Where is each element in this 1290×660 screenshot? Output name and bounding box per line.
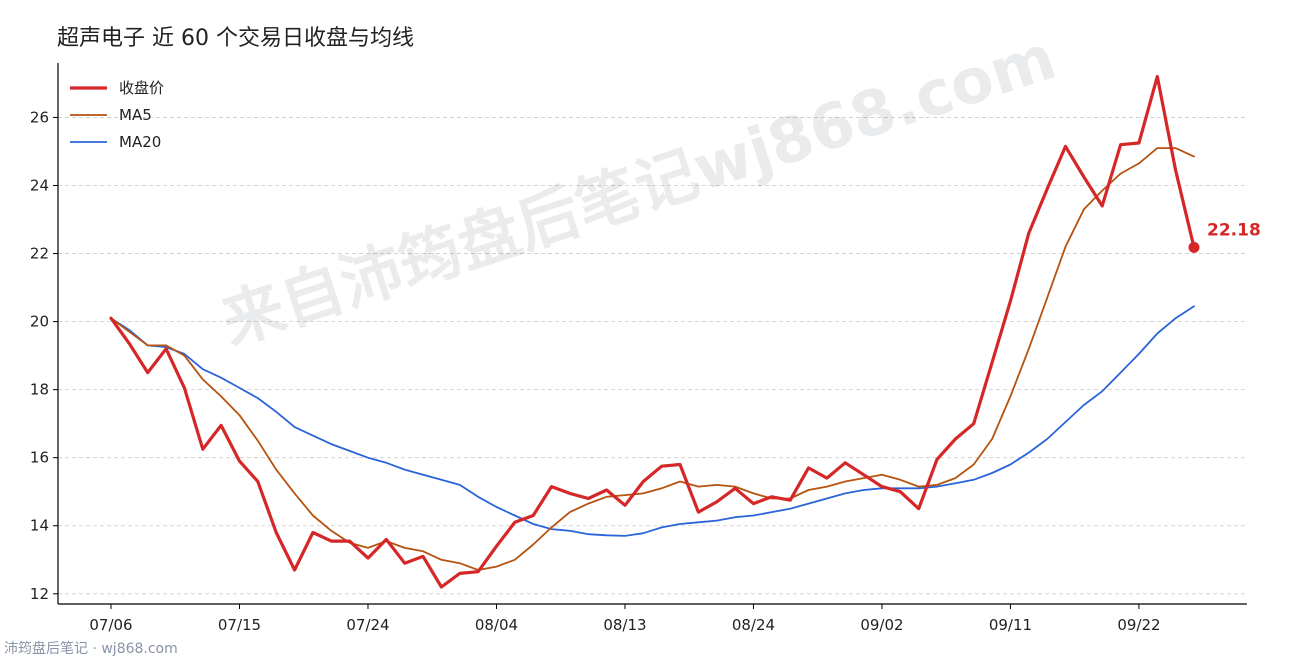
y-tick-label: 14 [30,517,49,535]
x-tick-label: 08/13 [603,616,646,634]
x-tick-label: 09/02 [860,616,903,634]
y-axis-ticks: 12 14 16 18 20 22 24 26 [30,108,58,603]
y-tick-label: 12 [30,585,49,603]
footer-credit: 沛筠盘后笔记 · wj868.com [4,641,178,657]
y-tick-label: 24 [30,176,49,194]
x-tick-label: 08/24 [732,616,775,634]
x-tick-label: 08/04 [475,616,518,634]
last-close-marker [1188,241,1200,253]
last-close-label: 22.18 [1207,220,1261,240]
chart-title: 超声电子 近 60 个交易日收盘与均线 [57,26,414,51]
x-tick-label: 09/22 [1117,616,1160,634]
ma5-line [110,147,1195,571]
y-tick-label: 16 [30,449,49,467]
x-tick-label: 07/06 [89,616,132,634]
close-price-line [109,74,1196,589]
x-tick-label: 07/15 [218,616,261,634]
x-tick-label: 07/24 [346,616,389,634]
legend: 收盘价 MA5 MA20 [70,79,164,151]
y-tick-label: 22 [30,245,49,263]
legend-label: MA20 [119,133,161,151]
axes [57,63,1247,605]
legend-label: MA5 [119,106,152,124]
x-tick-label: 09/11 [989,616,1032,634]
ma20-line [110,305,1195,537]
series-lines: 22.18 [109,74,1261,589]
y-tick-label: 18 [30,381,49,399]
y-tick-label: 26 [30,108,49,126]
legend-label: 收盘价 [119,79,164,97]
y-tick-label: 20 [30,313,49,331]
x-axis-ticks: 07/06 07/15 07/24 08/04 08/13 08/24 09/02 09/11… [89,604,1161,634]
watermark-text: 来自沛筠盘后笔记wj868.com [213,20,1064,359]
